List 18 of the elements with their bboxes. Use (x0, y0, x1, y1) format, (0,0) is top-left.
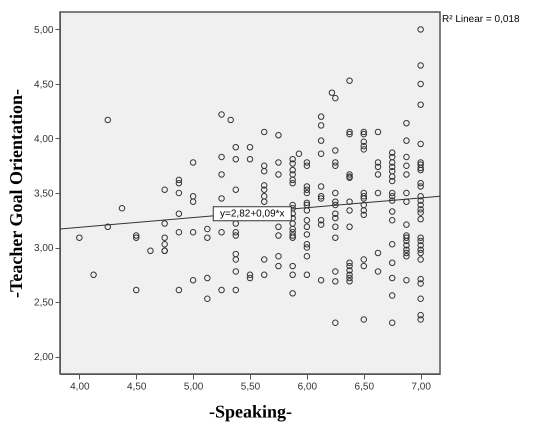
y-tick-label: 4,50 (34, 79, 54, 90)
x-tick-label: 7,00 (411, 382, 432, 392)
x-axis-title: -Speaking- (208, 402, 292, 422)
y-tick-label: 2,50 (34, 298, 54, 309)
x-tick-label: 4,50 (126, 382, 147, 392)
x-tick-label: 4,00 (70, 382, 90, 392)
text: R² Linear = 0,018 (442, 14, 520, 25)
y-tick-label: 3,50 (34, 188, 54, 200)
y-tick-label: 3,00 (34, 243, 54, 254)
y-axis-title: -Teacher Goal Orientation- (6, 89, 26, 298)
y-tick-label: 4,00 (34, 134, 54, 145)
y-tick-label: 2,00 (34, 352, 54, 364)
x-tick-label: 5,00 (184, 382, 204, 392)
x-tick-label: 6,00 (298, 382, 318, 392)
x-tick-label: 5,50 (240, 382, 261, 392)
x-tick-label: 6,50 (354, 382, 374, 392)
annotation: y=2,82+0,09*x (220, 208, 285, 220)
y-tick-label: 5,00 (34, 24, 54, 36)
